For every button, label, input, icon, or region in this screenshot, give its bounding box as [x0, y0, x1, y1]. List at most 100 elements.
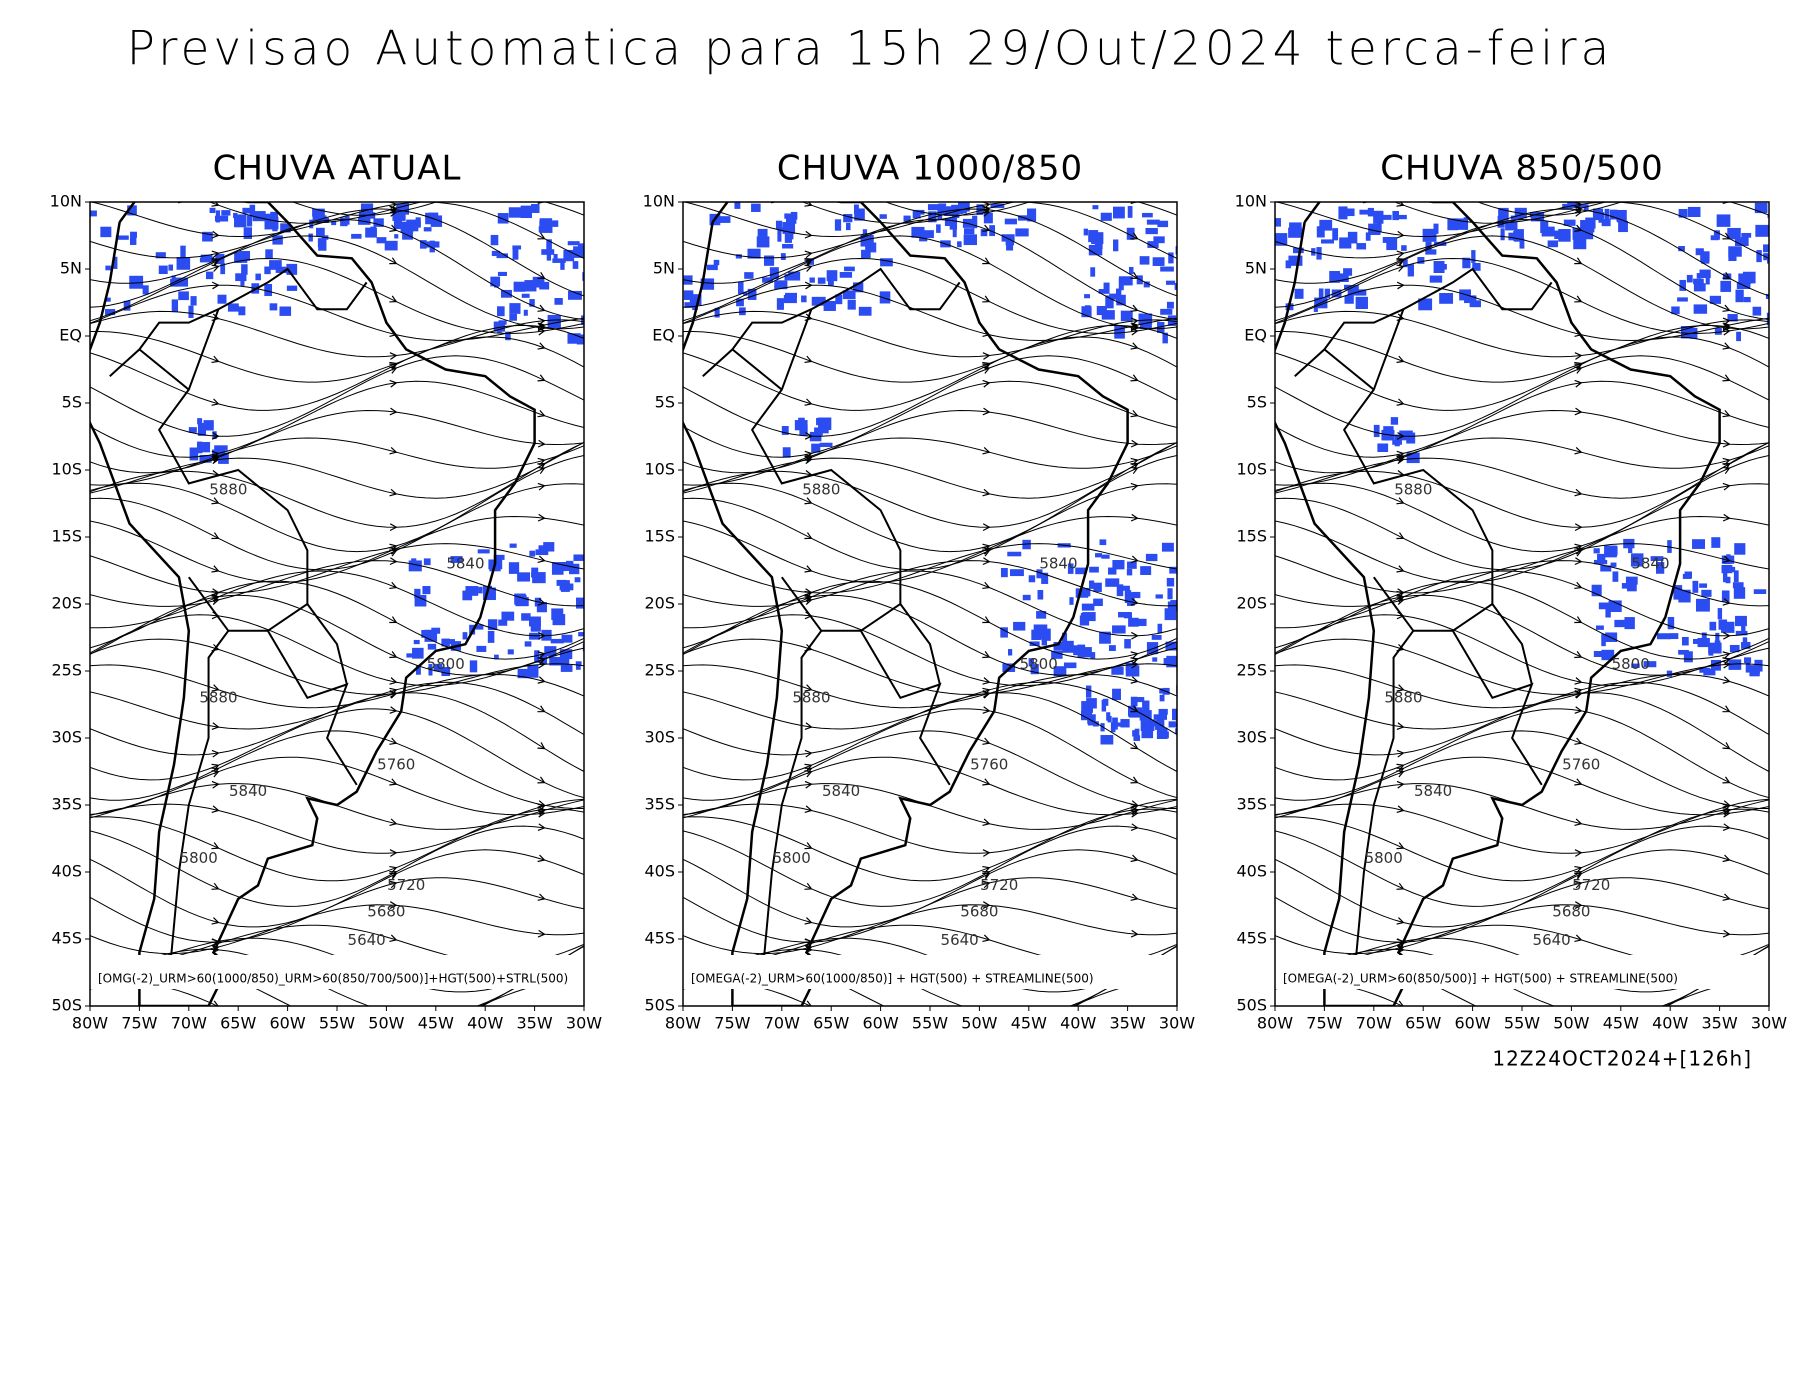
- stream-arrow: [1396, 259, 1405, 267]
- lon-label: 40W: [1652, 1014, 1688, 1033]
- precip-cell: [1288, 255, 1303, 266]
- precip-cell: [429, 240, 435, 253]
- precip-cell: [743, 291, 748, 296]
- precip-cell: [415, 665, 421, 675]
- stream-arrow: [982, 224, 991, 232]
- border: [306, 603, 348, 685]
- precip-cell: [425, 212, 436, 225]
- stream-arrow: [982, 934, 991, 943]
- precip-cell: [507, 649, 514, 655]
- precip-cell: [309, 219, 314, 229]
- streamline: [1275, 441, 1769, 499]
- precip-cell: [1347, 231, 1358, 244]
- precip-cell: [1324, 288, 1330, 298]
- lon-label: 55W: [319, 1014, 355, 1033]
- map-area: 5880 5840 5800 5880 5760 5840 5800 5720 5680 5640: [90, 202, 584, 1006]
- precip-cell: [1075, 567, 1087, 575]
- precip-cell: [1004, 218, 1017, 225]
- stream-arrow: [1396, 431, 1405, 440]
- precip-cell: [1728, 255, 1737, 262]
- stream-arrow: [389, 379, 398, 388]
- precip-cell: [1028, 575, 1036, 583]
- streamline: [90, 808, 584, 882]
- precip-cell: [1320, 239, 1334, 244]
- precip-cell: [1763, 244, 1769, 253]
- precip-cell: [521, 613, 531, 621]
- stream-arrow: [1574, 295, 1583, 303]
- precip-cell: [513, 281, 526, 292]
- stream-arrow: [1722, 482, 1731, 491]
- precip-cell: [549, 656, 563, 666]
- stream-arrow: [1574, 366, 1583, 374]
- precip-cell: [241, 264, 248, 275]
- precip-cell: [839, 272, 853, 278]
- stream-arrow: [537, 854, 546, 863]
- precip-cell: [551, 562, 564, 575]
- precip-cell: [1592, 212, 1605, 219]
- precip-cell: [243, 227, 252, 240]
- precip-cell: [1009, 569, 1024, 577]
- border: [1294, 308, 1404, 377]
- precip-cell: [1741, 625, 1746, 632]
- precip-cell: [928, 211, 937, 223]
- precip-cell: [1540, 221, 1549, 233]
- stream-arrow: [982, 687, 991, 696]
- precip-cell: [1457, 218, 1469, 230]
- streamline: [1275, 336, 1769, 411]
- stream-arrow: [1396, 805, 1405, 814]
- precip-cell: [747, 248, 761, 259]
- stream-arrow: [1574, 901, 1583, 909]
- precip-cell: [1112, 560, 1125, 570]
- contour-label: 5720: [980, 876, 1018, 894]
- precip-cell: [394, 234, 399, 239]
- precip-cell: [1386, 237, 1398, 251]
- streamline: [208, 202, 584, 224]
- stream-arrow: [211, 497, 220, 505]
- streamline: [90, 877, 584, 943]
- streamline: [90, 543, 584, 594]
- streamline: [1275, 202, 1769, 259]
- precip-cell: [214, 445, 228, 451]
- stream-arrow: [537, 555, 546, 564]
- streamline: [1275, 808, 1769, 882]
- stream-arrow: [211, 455, 220, 464]
- stream-arrow: [1396, 264, 1405, 272]
- stream-arrow: [211, 456, 220, 465]
- precip-cell: [1393, 214, 1407, 220]
- precip-cell: [1356, 243, 1367, 250]
- precip-cell: [1116, 584, 1124, 597]
- run-stamp: 12Z24OCT2024+[126h]: [1492, 1047, 1752, 1071]
- stream-arrow: [804, 684, 813, 692]
- precip-cell: [1513, 231, 1520, 241]
- streamline: [1275, 284, 1769, 342]
- precip-cell: [487, 630, 495, 643]
- precip-cell: [861, 249, 871, 259]
- lon-label: 60W: [270, 1014, 306, 1033]
- precip-cell: [1160, 308, 1173, 315]
- precip-cell: [747, 288, 757, 300]
- precip-cell: [966, 235, 973, 243]
- precip-cell: [1093, 721, 1099, 727]
- stream-arrow: [804, 749, 813, 758]
- map-panel: CHUVA 850/500 5880 5840 5800 5880 5760 5840 580…: [1235, 149, 1788, 1033]
- stream-arrow: [211, 842, 220, 850]
- precip-cell: [1547, 240, 1559, 248]
- stream-arrow: [804, 611, 813, 620]
- precip-cell: [1728, 246, 1742, 257]
- stream-arrow: [389, 523, 398, 532]
- precip-cell: [197, 418, 203, 425]
- stream-arrow: [1130, 854, 1139, 863]
- precip-cell: [1036, 569, 1043, 579]
- lon-label: 65W: [1405, 1014, 1441, 1033]
- streamline: [90, 730, 584, 809]
- precip-cell: [168, 264, 174, 271]
- streamline: [1275, 235, 1769, 330]
- stream-arrow: [1396, 611, 1405, 620]
- streamline: [683, 455, 1177, 553]
- precip-cell: [421, 629, 432, 638]
- precip-cell: [774, 280, 788, 290]
- precip-cell: [269, 303, 278, 311]
- lon-label: 50W: [1553, 1014, 1589, 1033]
- precip-cell: [1028, 658, 1034, 667]
